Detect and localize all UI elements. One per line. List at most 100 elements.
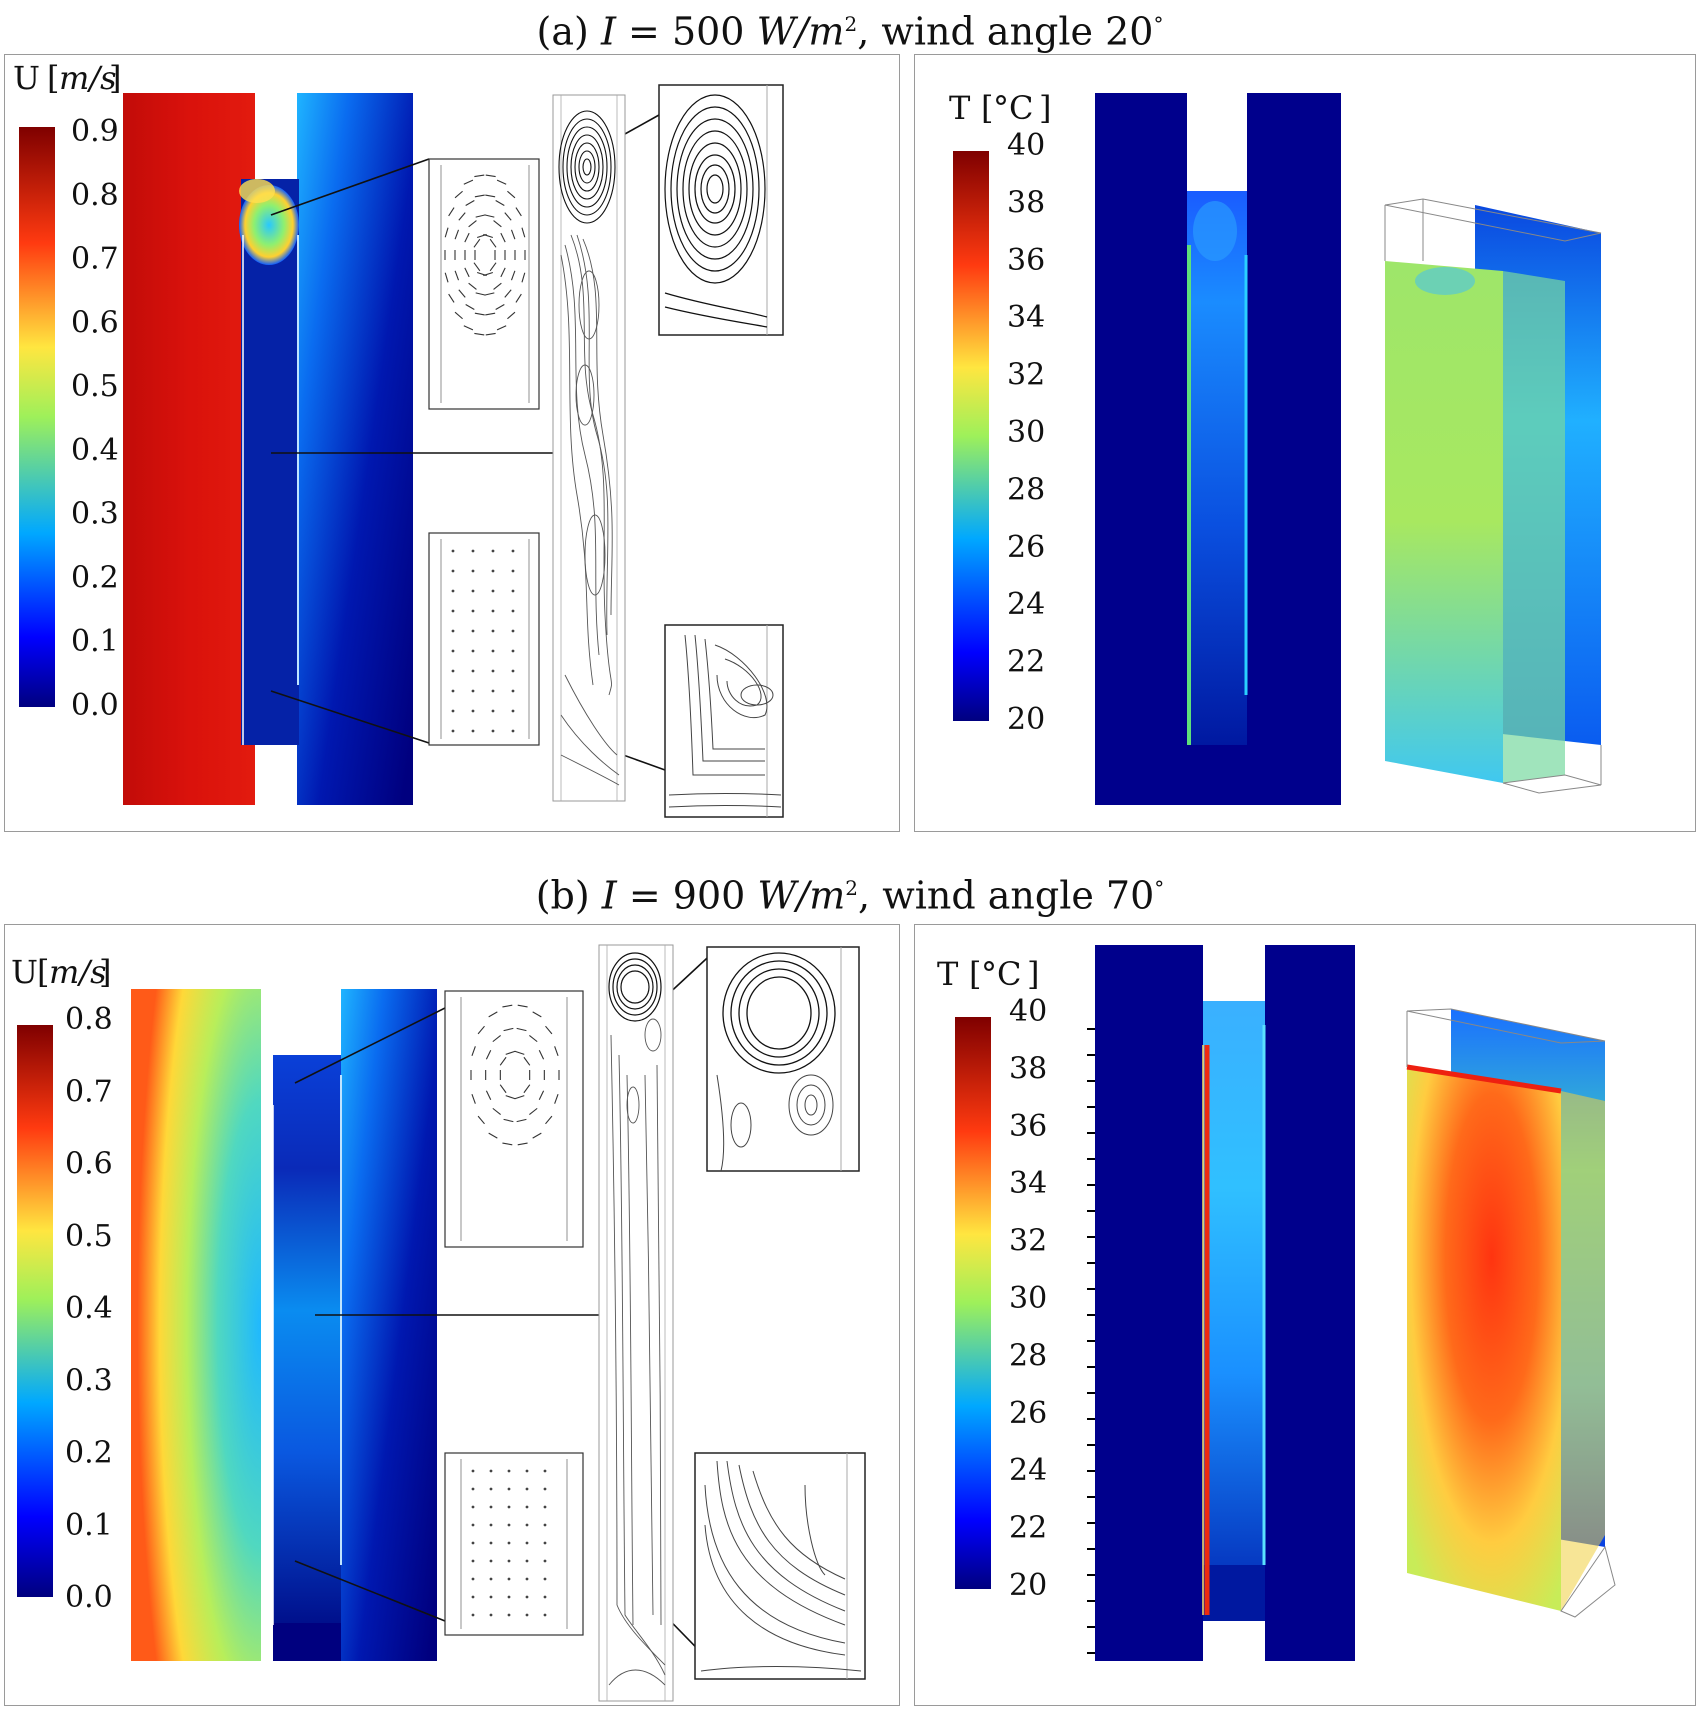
velocity-vector (484, 292, 495, 296)
velocity-vector (476, 271, 487, 277)
colorbar-tick-label: 40 (1009, 994, 1047, 1029)
velocity-vector (500, 267, 506, 278)
colorbar-tick-label: 30 (1007, 415, 1045, 450)
velocity-vector (458, 212, 466, 221)
velocity-vector (474, 332, 485, 336)
colorbar-tick-label: 0.5 (65, 1219, 113, 1254)
colorbar-tick-label: 36 (1009, 1109, 1047, 1144)
colorbar-tick-label: 34 (1009, 1166, 1047, 1201)
vector-dot (507, 1469, 511, 1473)
colorbar-tick-label: 38 (1009, 1051, 1047, 1086)
colorbar-tick-label: 0.7 (65, 1074, 113, 1109)
legend-title-unit: m/s (49, 953, 107, 991)
velocity-vector (448, 293, 455, 303)
velocity-vector (515, 207, 522, 217)
vector-dot (543, 1487, 547, 1491)
velocity-vector (504, 212, 512, 221)
colorbar-tick-label: 0.8 (65, 1002, 113, 1037)
figure-a-title: (a) I = 500 W/m2, wind angle 20° (536, 9, 1164, 54)
velocity-vector (496, 179, 507, 185)
vector-dot (489, 1613, 493, 1617)
velocity-vector (502, 1142, 513, 1146)
velocity-vector (554, 1046, 559, 1056)
legend-title-symbol: T (937, 955, 959, 993)
colorbar-tick-label: 0.2 (71, 560, 119, 595)
vector-dot (507, 1559, 511, 1563)
velocity-vector (477, 1025, 485, 1035)
cavity (273, 1055, 341, 1623)
legend-title-unit: m/s (59, 59, 117, 97)
front-plate (1385, 261, 1503, 783)
velocity-vector (471, 1094, 476, 1104)
velocity-vector (495, 303, 505, 310)
colorbar-tick-label: 20 (1009, 1568, 1047, 1603)
colorbar-tick-label: 0.6 (71, 305, 119, 340)
colorbar-tick-label: 0.0 (71, 688, 119, 723)
velocity-vector (458, 289, 466, 298)
velocity-vector (489, 262, 497, 272)
colorbar-tick-label: 20 (1007, 702, 1045, 737)
velocity-vector (448, 207, 455, 217)
vector-dot (471, 669, 475, 673)
vector-dot (451, 569, 455, 573)
vector-dot (525, 1613, 529, 1617)
vector-dot (451, 629, 455, 633)
vector-dot (451, 729, 455, 733)
velocity-vector (503, 1027, 514, 1032)
colorbar-tick-label: 28 (1009, 1338, 1047, 1373)
velocity-legend: U [ m/s ] 0.8 0.7 0.6 0.5 0.4 0.3 0.2 0.1 0.0 (11, 953, 113, 1615)
velocity-vector (500, 232, 506, 243)
vector-dot (471, 709, 475, 713)
vector-dot (491, 549, 495, 553)
velocity-vector (473, 262, 481, 272)
svg-text:]: ] (99, 953, 111, 991)
velocity-vector (517, 1004, 528, 1008)
velocity-vector (463, 179, 474, 185)
velocity-vector (504, 289, 512, 298)
temperature-panel-b: T [ °C ] 40 38 36 34 32 30 28 26 24 22 20 (914, 924, 1696, 1706)
colorbar-tick-label: 32 (1007, 358, 1045, 393)
vector-dot (511, 569, 515, 573)
vector-dot (471, 1613, 475, 1617)
vector-dot (543, 1595, 547, 1599)
velocity-vector (538, 1090, 545, 1100)
velocity-vector (493, 220, 502, 228)
streamline-zoom-bottom (664, 624, 784, 818)
colorbar (19, 127, 55, 707)
velocity-vector (532, 1011, 542, 1018)
velocity-vector (499, 1084, 507, 1094)
colorbar-tick-label: 0.8 (71, 178, 119, 213)
velocity-vector (477, 1115, 485, 1125)
velocity-vector (474, 194, 485, 198)
vector-dot (525, 1577, 529, 1581)
vector-dot (471, 609, 475, 613)
vector-dot (471, 1577, 475, 1581)
velocity-vector (510, 229, 516, 240)
vector-dot (525, 1505, 529, 1509)
upstream-region (1095, 945, 1203, 1661)
velocity-vector (492, 1107, 501, 1116)
velocity-vector (475, 214, 486, 218)
colorbar (953, 151, 989, 721)
vector-dot (511, 669, 515, 673)
vector-inset-bottom (444, 1452, 584, 1636)
velocity-vector (468, 282, 477, 290)
temperature-legend: T [ °C ] 40 38 36 34 32 30 28 26 24 22 20 (937, 955, 1047, 1603)
vector-inset-bottom (428, 532, 540, 746)
colorbar-tick-label: 0.4 (65, 1291, 113, 1326)
velocity-vector (496, 325, 507, 331)
cavity (1187, 191, 1247, 747)
downstream-region (297, 93, 413, 805)
velocity-vector (488, 1132, 498, 1139)
velocity-vector (484, 214, 495, 218)
temperature-legend: T [ °C ] 40 38 36 34 32 30 28 26 24 22 20 (949, 89, 1051, 737)
vector-dot (511, 589, 515, 593)
velocity-vector (488, 1011, 498, 1018)
vector-dot (451, 589, 455, 593)
vector-dot (507, 1577, 511, 1581)
velocity-vector (523, 1056, 531, 1066)
velocity-vector (454, 190, 463, 199)
velocity-vector (505, 1095, 516, 1100)
vector-dot (489, 1595, 493, 1599)
vector-dot (511, 549, 515, 553)
